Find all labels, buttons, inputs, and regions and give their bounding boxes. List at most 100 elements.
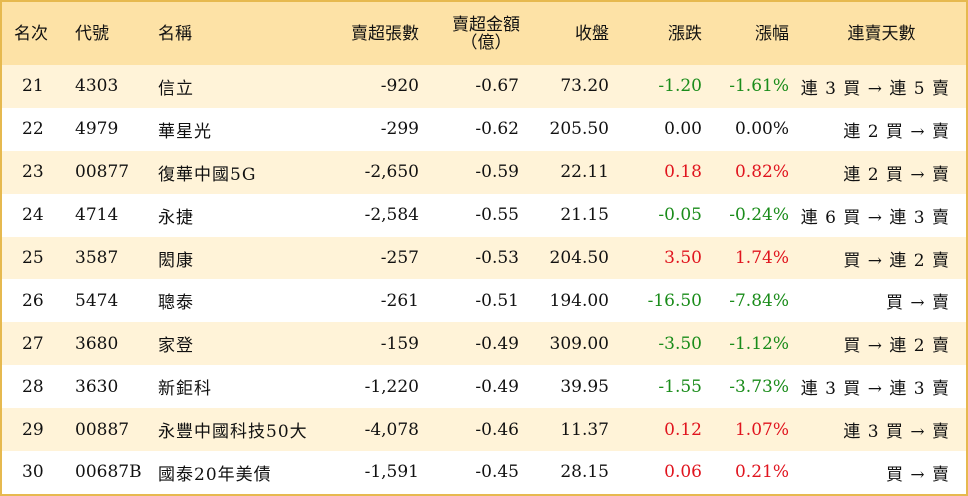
- change-pct-cell: -3.73%: [729, 376, 789, 397]
- rank-cell: 26: [22, 290, 44, 311]
- code-cell: 3587: [75, 248, 119, 268]
- code-cell: 3680: [75, 333, 119, 354]
- change-cell: 0.06: [664, 462, 702, 483]
- table-row: 24 4714 永捷 -2,584 -0.55 21.15 -0.05 -0.24% 連 6 買…: [2, 193, 966, 237]
- name-cell: 新鉅科: [158, 379, 212, 400]
- change-cell: -0.05: [658, 205, 702, 226]
- sell-amount-cell: -0.67: [475, 76, 519, 97]
- table-row: 28 3630 新鉅科 -1,220 -0.49 39.95 -1.55 -3.73% 連 3 …: [2, 365, 966, 409]
- change-pct-cell: -1.12%: [729, 333, 789, 354]
- rank-cell: 27: [22, 333, 44, 354]
- rank-cell: 30: [22, 462, 44, 483]
- code-cell: 3630: [75, 376, 119, 397]
- code-cell: 4979: [75, 119, 119, 140]
- sell-amount-cell: -0.49: [475, 376, 519, 397]
- change-pct-cell: -1.61%: [729, 76, 789, 97]
- close-cell: 21.15: [560, 205, 609, 226]
- rank-cell: 23: [22, 162, 44, 183]
- code-cell: 00887: [75, 419, 130, 440]
- header-sell-amount-line2: （億）: [460, 32, 512, 53]
- header-sell-volume: 賣超張數: [351, 23, 419, 44]
- table-row: 22 4979 華星光 -299 -0.62 205.50 0.00 0.00% 連 2 買 →…: [2, 107, 966, 151]
- sell-amount-cell: -0.62: [475, 119, 519, 140]
- table-row: 26 5474 聰泰 -261 -0.51 194.00 -16.50 -7.84% 買 → 賣: [2, 279, 966, 323]
- name-cell: 聰泰: [158, 293, 194, 314]
- header-close: 收盤: [575, 23, 609, 44]
- header-change-pct: 漲幅: [755, 23, 789, 44]
- header-name: 名稱: [158, 23, 192, 44]
- sell-amount-cell: -0.46: [475, 419, 519, 440]
- name-cell: 華星光: [158, 121, 212, 142]
- header-change: 漲跌: [668, 23, 702, 44]
- close-cell: 11.37: [560, 419, 609, 440]
- streak-cell: 連 2 買 → 賣: [843, 164, 950, 185]
- rank-cell: 29: [22, 419, 44, 440]
- table-row: 27 3680 家登 -159 -0.49 309.00 -3.50 -1.12% 買 → 連 …: [2, 322, 966, 366]
- close-cell: 39.95: [560, 376, 609, 397]
- close-cell: 28.15: [560, 462, 609, 483]
- change-pct-cell: -0.24%: [729, 205, 789, 226]
- code-cell: 4714: [75, 205, 119, 226]
- change-pct-cell: 0.00%: [734, 119, 789, 140]
- sell-volume-cell: -2,584: [364, 205, 419, 226]
- sell-volume-cell: -4,078: [364, 419, 419, 440]
- sell-amount-cell: -0.55: [475, 205, 519, 226]
- streak-cell: 買 → 連 2 賣: [843, 336, 950, 357]
- close-cell: 309.00: [549, 333, 609, 354]
- close-cell: 205.50: [549, 119, 609, 140]
- header-sell-amount: 賣超金額 （億）: [429, 2, 529, 65]
- table-header-row: 名次 代號 名稱 賣超張數 賣超金額 （億） 收盤 漲跌 漲幅 連賣天數: [2, 2, 966, 65]
- streak-cell: 連 2 買 → 賣: [843, 121, 950, 142]
- change-pct-cell: 1.07%: [734, 419, 789, 440]
- sell-amount-cell: -0.53: [475, 248, 519, 268]
- header-code: 代號: [75, 23, 109, 44]
- rank-cell: 21: [22, 76, 44, 97]
- rank-cell: 25: [22, 248, 44, 268]
- change-cell: -1.20: [658, 76, 702, 97]
- streak-cell: 買 → 賣: [885, 293, 950, 314]
- sell-volume-cell: -1,220: [364, 376, 419, 397]
- table-row: 30 00687B 國泰20年美債 -1,591 -0.45 28.15 0.06 0.21%…: [2, 451, 966, 494]
- change-cell: 3.50: [664, 248, 702, 268]
- code-cell: 4303: [75, 76, 119, 97]
- change-pct-cell: 0.21%: [734, 462, 789, 483]
- streak-cell: 連 3 買 → 連 5 賣: [800, 78, 950, 99]
- change-cell: 0.12: [664, 419, 702, 440]
- rank-cell: 28: [22, 376, 44, 397]
- close-cell: 73.20: [560, 76, 609, 97]
- sell-volume-cell: -920: [380, 76, 419, 97]
- change-cell: 0.00: [664, 119, 702, 140]
- name-cell: 永捷: [158, 207, 194, 228]
- streak-cell: 連 3 買 → 連 3 賣: [800, 379, 950, 400]
- change-pct-cell: 0.82%: [734, 162, 789, 183]
- close-cell: 194.00: [549, 290, 609, 311]
- change-cell: -3.50: [658, 333, 702, 354]
- streak-cell: 連 3 買 → 賣: [843, 422, 950, 443]
- table-body: 21 4303 信立 -920 -0.67 73.20 -1.20 -1.61% 連 3 買 →…: [2, 65, 966, 494]
- header-sell-amount-line1: 賣超金額: [452, 14, 520, 35]
- sell-amount-cell: -0.51: [475, 290, 519, 311]
- header-streak: 連賣天數: [847, 23, 916, 44]
- code-cell: 00877: [75, 162, 130, 183]
- sell-amount-cell: -0.45: [475, 462, 519, 483]
- table-row: 25 3587 閎康 -257 -0.53 204.50 3.50 1.74% 買 → 連 2 …: [2, 236, 966, 280]
- rank-cell: 24: [22, 205, 44, 226]
- name-cell: 閎康: [158, 250, 194, 271]
- change-pct-cell: -7.84%: [729, 290, 789, 311]
- change-cell: -1.55: [658, 376, 702, 397]
- table-row: 29 00887 永豐中國科技50大 -4,078 -0.46 11.37 0.12 1.07…: [2, 408, 966, 452]
- name-cell: 復華中國5G: [158, 164, 257, 185]
- close-cell: 22.11: [560, 162, 609, 183]
- table-row: 21 4303 信立 -920 -0.67 73.20 -1.20 -1.61% 連 3 買 →…: [2, 65, 966, 108]
- code-cell: 5474: [75, 290, 119, 311]
- name-cell: 國泰20年美債: [158, 464, 272, 485]
- header-rank: 名次: [14, 23, 48, 44]
- sell-amount-cell: -0.49: [475, 333, 519, 354]
- sell-volume-cell: -159: [380, 333, 419, 354]
- close-cell: 204.50: [549, 248, 609, 268]
- code-cell: 00687B: [75, 462, 142, 483]
- streak-cell: 買 → 賣: [885, 464, 950, 485]
- change-cell: 0.18: [664, 162, 702, 183]
- streak-cell: 連 6 買 → 連 3 賣: [800, 207, 950, 228]
